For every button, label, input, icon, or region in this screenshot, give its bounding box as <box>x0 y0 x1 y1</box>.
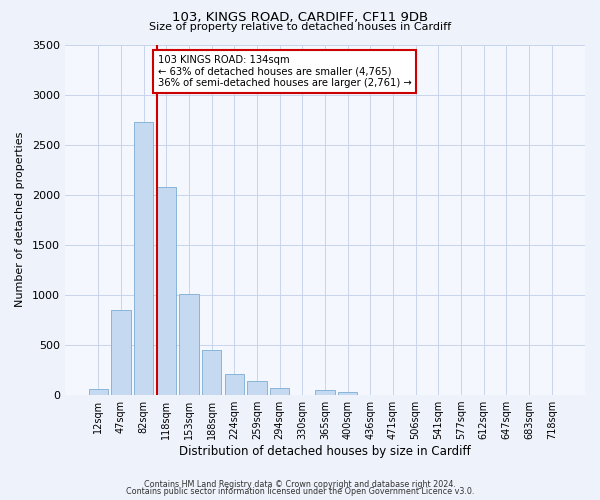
Text: Contains public sector information licensed under the Open Government Licence v3: Contains public sector information licen… <box>126 488 474 496</box>
Bar <box>270 388 289 394</box>
Bar <box>157 188 176 394</box>
Bar <box>202 350 221 395</box>
Bar <box>89 389 108 394</box>
Bar <box>179 294 199 394</box>
Bar <box>247 380 266 394</box>
Text: Contains HM Land Registry data © Crown copyright and database right 2024.: Contains HM Land Registry data © Crown c… <box>144 480 456 489</box>
Text: 103, KINGS ROAD, CARDIFF, CF11 9DB: 103, KINGS ROAD, CARDIFF, CF11 9DB <box>172 11 428 24</box>
Bar <box>224 374 244 394</box>
Bar <box>316 390 335 394</box>
X-axis label: Distribution of detached houses by size in Cardiff: Distribution of detached houses by size … <box>179 444 471 458</box>
Text: Size of property relative to detached houses in Cardiff: Size of property relative to detached ho… <box>149 22 451 32</box>
Bar <box>111 310 131 394</box>
Text: 103 KINGS ROAD: 134sqm
← 63% of detached houses are smaller (4,765)
36% of semi-: 103 KINGS ROAD: 134sqm ← 63% of detached… <box>158 55 412 88</box>
Y-axis label: Number of detached properties: Number of detached properties <box>15 132 25 308</box>
Bar <box>338 392 357 394</box>
Bar <box>134 122 153 394</box>
